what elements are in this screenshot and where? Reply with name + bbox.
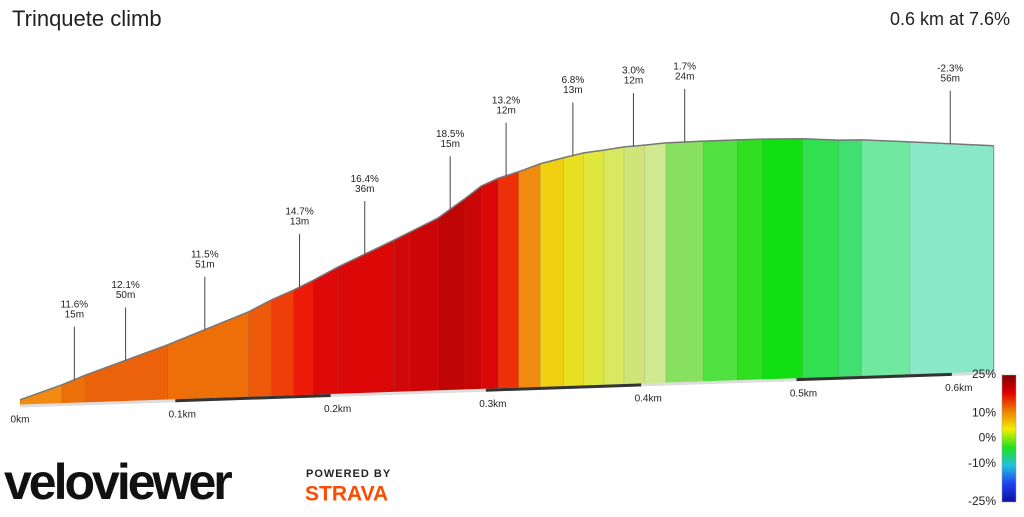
grade-label: -2.3% (937, 63, 963, 74)
gradient-slice (623, 144, 645, 385)
powered-by: POWERED BY (306, 468, 391, 480)
gradient-slice (167, 311, 249, 401)
length-label: 13m (563, 85, 582, 96)
grade-label: 11.5% (191, 249, 219, 260)
gradient-slice (762, 138, 804, 381)
x-tick-label: 0.2km (324, 404, 351, 415)
gradient-slice (737, 138, 763, 381)
gradient-slice (644, 142, 667, 385)
x-tick-label: 0.4km (635, 394, 662, 405)
x-tick-label: 0.5km (790, 388, 817, 399)
x-tick-label: 0.6km (945, 383, 972, 394)
grade-label: 18.5% (436, 129, 464, 140)
gradient-slice (583, 149, 605, 387)
x-tick-label: 0.1km (169, 409, 196, 420)
colorbar-label: 10% (972, 405, 996, 419)
grade-label: 1.7% (673, 62, 696, 73)
gradient-slice (539, 157, 564, 388)
gradient-slice (409, 217, 439, 393)
gradient-slice (665, 140, 704, 384)
length-label: 24m (675, 72, 694, 83)
profile-outline (19, 137, 994, 401)
colorbar-label: 25% (972, 367, 996, 381)
gradient-slice (480, 177, 499, 390)
grade-label: 13.2% (492, 95, 520, 106)
grade-label: 12.1% (111, 280, 139, 291)
gradient-slice (293, 279, 314, 397)
length-label: 50m (116, 290, 135, 301)
grade-label: 6.8% (561, 75, 584, 86)
gradient-slice (393, 231, 411, 393)
grade-label: 11.6% (61, 299, 89, 310)
colorbar (1001, 374, 1017, 503)
colorbar-label: 0% (979, 431, 997, 445)
length-label: 36m (355, 184, 374, 195)
logo: veloviewer (4, 454, 232, 510)
length-label: 12m (624, 76, 643, 87)
colorbar-label: -25% (968, 494, 996, 508)
gradient-slice (909, 141, 995, 376)
colorbar-label: -10% (968, 456, 996, 470)
x-tick-label: 0km (11, 415, 30, 426)
length-label: 15m (440, 139, 459, 150)
length-label: 12m (496, 105, 515, 116)
gradient-slice (437, 197, 467, 392)
strava-logo: STRAVA (305, 483, 388, 506)
grade-label: 16.4% (351, 174, 379, 185)
length-label: 13m (290, 217, 309, 228)
grade-label: 3.0% (622, 66, 645, 77)
x-tick-label: 0.3km (479, 399, 506, 410)
gradient-slice (838, 139, 863, 378)
distance-band (175, 393, 331, 403)
gradient-slice (861, 139, 911, 377)
gradient-slice (465, 185, 482, 391)
gradient-slice (703, 139, 738, 383)
gradient-slice (498, 171, 519, 390)
length-label: 51m (195, 259, 214, 270)
climb-summary: 0.6 km at 7.6% (890, 9, 1010, 29)
gradient-slice (603, 146, 625, 386)
gradient-slice (802, 138, 839, 379)
gradient-slice (563, 152, 585, 387)
gradient-slice (518, 163, 541, 389)
distance-band (796, 372, 952, 382)
gradient-slice (271, 289, 294, 397)
gradient-slice (247, 299, 272, 398)
gradient-slice (313, 266, 339, 396)
length-label: 15m (65, 309, 84, 320)
gradient-slice (84, 344, 168, 404)
distance-band (485, 383, 642, 392)
chart-title: Trinquete climb (12, 6, 162, 31)
grade-label: 14.7% (285, 207, 313, 218)
length-label: 56m (941, 73, 960, 84)
